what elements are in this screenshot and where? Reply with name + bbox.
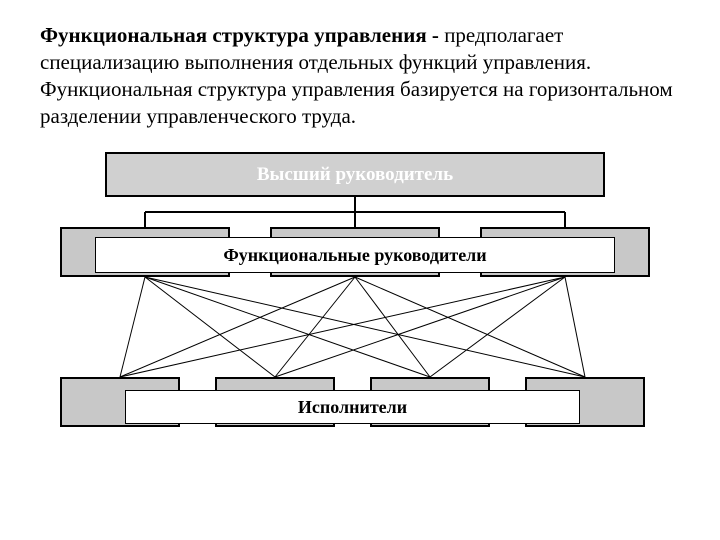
description-paragraph: Функциональная структура управления - пр… — [40, 22, 680, 130]
org-diagram: Высший руководитель Функциональные руково… — [35, 142, 675, 492]
functional-leaders-box: Функциональные руководители — [95, 237, 615, 273]
functional-leaders-box-label: Функциональные руководители — [96, 238, 614, 272]
executors-box: Исполнители — [125, 390, 580, 424]
top-leader-box: Высший руководитель — [105, 152, 605, 197]
executors-box-label: Исполнители — [126, 391, 579, 423]
term: Функциональная структура управления - — [40, 23, 444, 47]
top-leader-box-label: Высший руководитель — [107, 154, 603, 195]
